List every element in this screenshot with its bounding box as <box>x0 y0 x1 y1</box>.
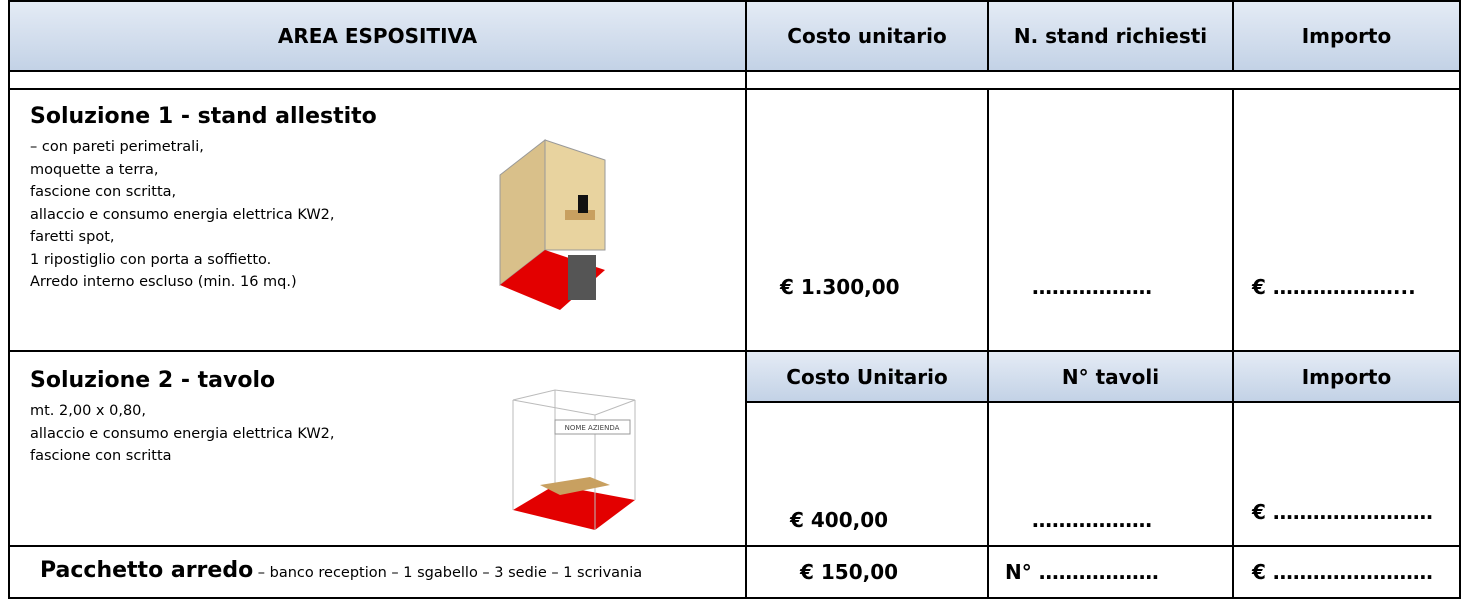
description-line: Arredo interno escluso (min. 16 mq.) <box>30 274 297 290</box>
price: € 150,00 <box>800 560 899 584</box>
description: mt. 2,00 x 0,80, allaccio e consumo energ… <box>30 400 335 468</box>
description-line: – con pareti perimetrali, <box>30 139 204 155</box>
header-cell: Importo <box>1232 0 1461 72</box>
row-title: Soluzione 1 - stand allestito <box>30 104 377 129</box>
description-line: moquette a terra, <box>30 161 159 178</box>
spacer <box>745 70 1461 90</box>
amount: € ………………... <box>1252 275 1416 299</box>
package-detail: – banco reception – 1 sgabello – 3 sedie… <box>253 565 643 581</box>
row-title: Pacchetto arredo – banco reception – 1 s… <box>40 558 642 583</box>
header-text: AREA ESPOSITIVA <box>277 24 478 48</box>
row-cell <box>1232 545 1461 599</box>
header-cell: AREA ESPOSITIVA <box>8 0 747 72</box>
spacer <box>8 70 747 90</box>
quantity: ……………… <box>1032 275 1152 299</box>
subheader-text: Importo <box>1301 364 1392 389</box>
subheader-cell: Costo Unitario <box>745 350 989 403</box>
table-image: NOME AZIENDA <box>512 389 636 530</box>
amount: € …………………… <box>1252 560 1433 584</box>
price: € 1.300,00 <box>780 275 900 299</box>
header-text: Importo <box>1301 24 1392 48</box>
stand-image <box>499 138 606 310</box>
row-cell <box>745 88 989 352</box>
price: € 400,00 <box>790 508 889 532</box>
row-title: Soluzione 2 - tavolo <box>30 368 276 393</box>
sign-text: NOME AZIENDA <box>565 424 620 432</box>
description-line: allaccio e consumo energia elettrica KW2… <box>30 206 335 223</box>
description-line: 1 ripostiglio con porta a soffietto. <box>30 251 272 268</box>
description-line: mt. 2,00 x 0,80, <box>30 403 147 419</box>
description-line: allaccio e consumo energia elettrica KW2… <box>30 425 335 442</box>
subheader-text: N° tavoli <box>1061 364 1160 389</box>
description: – con pareti perimetrali, moquette a terr… <box>30 136 335 294</box>
header-cell: N. stand richiesti <box>987 0 1234 72</box>
row-cell <box>1232 88 1461 352</box>
subheader-cell: Importo <box>1232 350 1461 403</box>
description-line: fascione con scritta, <box>30 184 177 200</box>
row-cell <box>1232 401 1461 547</box>
amount: € …………………… <box>1252 500 1433 524</box>
description-line: fascione con scritta <box>30 448 172 464</box>
row-cell <box>987 88 1234 352</box>
header-text: N. stand richiesti <box>1013 24 1208 48</box>
subheader-text: Costo Unitario <box>786 364 948 389</box>
quantity: ……………… <box>1032 508 1152 532</box>
quantity: N° ……………… <box>1005 560 1159 584</box>
package-title: Pacchetto arredo <box>40 558 254 583</box>
description-line: faretti spot, <box>30 229 115 245</box>
subheader-cell: N° tavoli <box>987 350 1234 403</box>
header-text: Costo unitario <box>787 24 947 48</box>
header-cell: Costo unitario <box>745 0 989 72</box>
